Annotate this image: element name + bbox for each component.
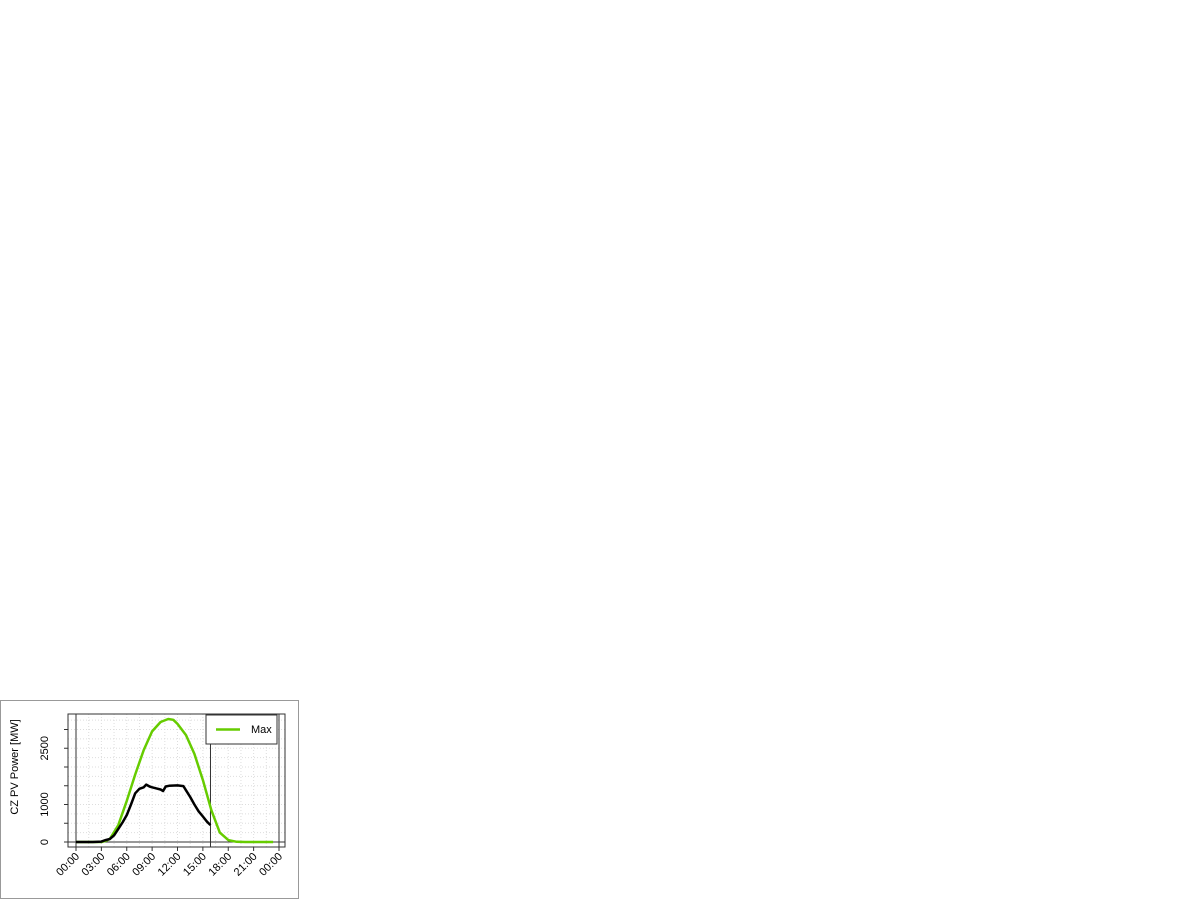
x-tick-label: 06:00: [105, 851, 133, 879]
series-layer: [76, 717, 274, 844]
x-tick-label: 18:00: [206, 851, 234, 879]
pv-power-chart: 01000250000:0003:0006:0009:0012:0015:001…: [9, 713, 286, 879]
x-tick-label: 12:00: [156, 851, 184, 879]
x-tick-label: 00:00: [54, 851, 82, 879]
y-axis-label: CZ PV Power [MW]: [9, 719, 21, 814]
series-actual-line: [76, 783, 212, 844]
figure-frame: [0, 700, 299, 899]
plot-border: [67, 713, 286, 848]
x-tick-label: 03:00: [80, 851, 108, 879]
y-tick-label: 0: [39, 839, 51, 845]
x-tick-label: 09:00: [130, 851, 158, 879]
legend: Max: [205, 714, 278, 745]
y-tick-label: 2500: [39, 736, 51, 760]
x-tick-label: 00:00: [257, 851, 285, 879]
y-tick-label: 1000: [39, 792, 51, 816]
x-tick-label: 15:00: [181, 851, 209, 879]
legend-label-max: Max: [251, 724, 272, 736]
x-tick-label: 21:00: [232, 851, 260, 879]
